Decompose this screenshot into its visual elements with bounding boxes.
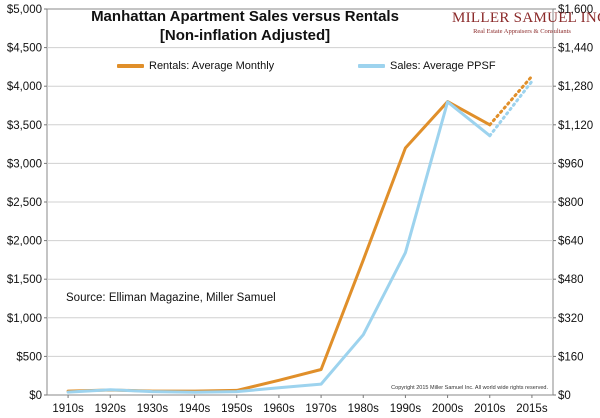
- chart-subtitle: [Non-inflation Adjusted]: [159, 27, 331, 44]
- right-tick-label: $1,600: [558, 4, 593, 16]
- left-axis: $0 $500 $1,000 $1,500 $2,000 $2,500 $3,000 $3,5…: [7, 4, 47, 402]
- copyright-note: Copyright 2015 Miller Samuel Inc. All wo…: [391, 385, 548, 391]
- series-projection-sales: [488, 79, 534, 138]
- x-tick-label: 1970s: [305, 403, 337, 415]
- x-tick-label: 1930s: [137, 403, 169, 415]
- x-tick-label: 1950s: [221, 403, 253, 415]
- right-tick-label: $1,280: [558, 81, 593, 93]
- left-tick-label: $1,500: [7, 274, 42, 286]
- x-tick-label: 2010s: [474, 403, 506, 415]
- legend-rentals-swatch: [117, 64, 144, 68]
- left-tick-label: $1,000: [7, 313, 42, 325]
- miller-samuel-logo: MILLER SAMUEL INC.: [452, 10, 600, 26]
- source-note: Source: Elliman Magazine, Miller Samuel: [66, 292, 276, 304]
- legend-rentals: Rentals: Average Monthly: [117, 60, 274, 72]
- right-tick-label: $640: [558, 236, 584, 248]
- right-tick-label: $960: [558, 158, 584, 170]
- right-tick-label: $480: [558, 274, 584, 286]
- left-tick-label: $5,000: [7, 4, 42, 16]
- right-tick-label: $160: [558, 351, 584, 363]
- right-tick-label: $800: [558, 197, 584, 209]
- x-tick-label: 1960s: [263, 403, 295, 415]
- legend-rentals-label: Rentals: Average Monthly: [149, 60, 275, 72]
- x-axis: 1910s 1920s 1930s 1940s 1950s 1960s 1970s 1980s…: [52, 395, 548, 415]
- x-tick-label: 1990s: [390, 403, 422, 415]
- x-tick-label: 2000s: [432, 403, 464, 415]
- left-tick-label: $500: [16, 351, 42, 363]
- right-tick-label: $0: [558, 390, 571, 402]
- x-tick-label: 2015s: [516, 403, 548, 415]
- left-tick-label: $4,000: [7, 81, 42, 93]
- left-tick-label: $3,000: [7, 158, 42, 170]
- right-tick-label: $1,440: [558, 43, 593, 55]
- left-tick-label: $2,000: [7, 236, 42, 248]
- left-tick-label: $3,500: [7, 120, 42, 132]
- right-tick-label: $320: [558, 313, 584, 325]
- legend-sales-swatch: [358, 64, 385, 68]
- right-tick-label: $1,120: [558, 120, 593, 132]
- chart-title: Manhattan Apartment Sales versus Rentals: [91, 8, 399, 25]
- x-tick-label: 1980s: [348, 403, 380, 415]
- legend-sales-label: Sales: Average PPSF: [390, 60, 496, 72]
- series-line-sales: [66, 100, 492, 394]
- left-tick-label: $0: [29, 390, 42, 402]
- x-tick-label: 1940s: [179, 403, 211, 415]
- legend-sales: Sales: Average PPSF: [358, 60, 496, 72]
- series-projection-rentals: [488, 74, 534, 127]
- x-tick-label: 1920s: [95, 403, 127, 415]
- right-axis: $0 $160 $320 $480 $640 $800 $960 $1,120 $1,280 $1…: [553, 4, 593, 402]
- left-tick-label: $2,500: [7, 197, 42, 209]
- gridlines: [47, 47, 553, 357]
- series-layer: [66, 74, 534, 394]
- x-tick-label: 1910s: [52, 403, 84, 415]
- left-tick-label: $4,500: [7, 43, 42, 55]
- miller-samuel-tagline: Real Estate Appraisers & Consultants: [473, 28, 571, 35]
